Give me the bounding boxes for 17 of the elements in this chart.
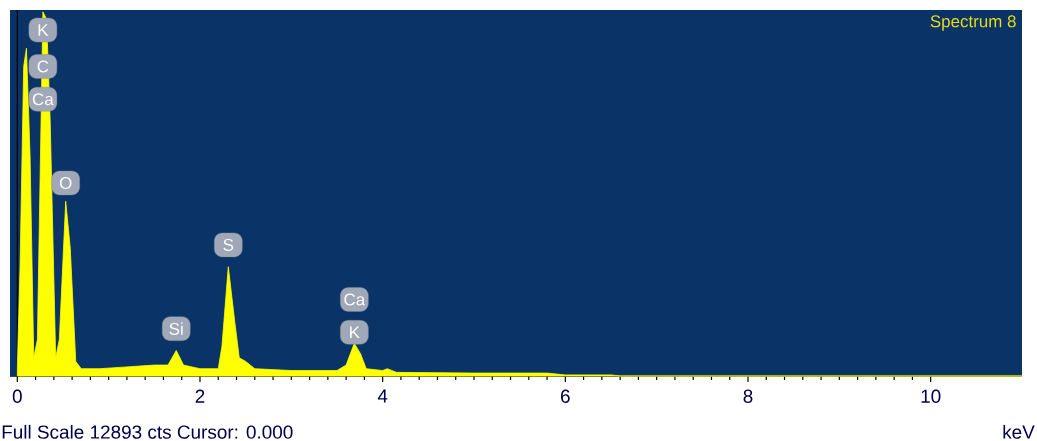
annotation: O (59, 176, 72, 189)
annotation: Ca (344, 293, 366, 306)
x-tick-label: 2 (195, 389, 205, 403)
x-tick-label: 6 (561, 389, 570, 403)
x-tick-label: 8 (743, 389, 753, 403)
chart-title: Spectrum 8 (930, 15, 1016, 31)
annotation: S (223, 238, 234, 251)
annotation: K (350, 326, 360, 339)
x-axis-title: keV (1003, 424, 1035, 439)
x-tick-label: 0 (12, 389, 22, 403)
annotation: Si (169, 322, 183, 335)
x-tick-label: 10 (921, 389, 941, 403)
text: Full Scale 12893 cts Cursor: 0.000 (2, 424, 293, 439)
annotation: K (38, 24, 49, 36)
x-tick-label: 4 (377, 389, 388, 403)
annotation: Ca (32, 93, 54, 106)
annotation: C (37, 60, 49, 73)
